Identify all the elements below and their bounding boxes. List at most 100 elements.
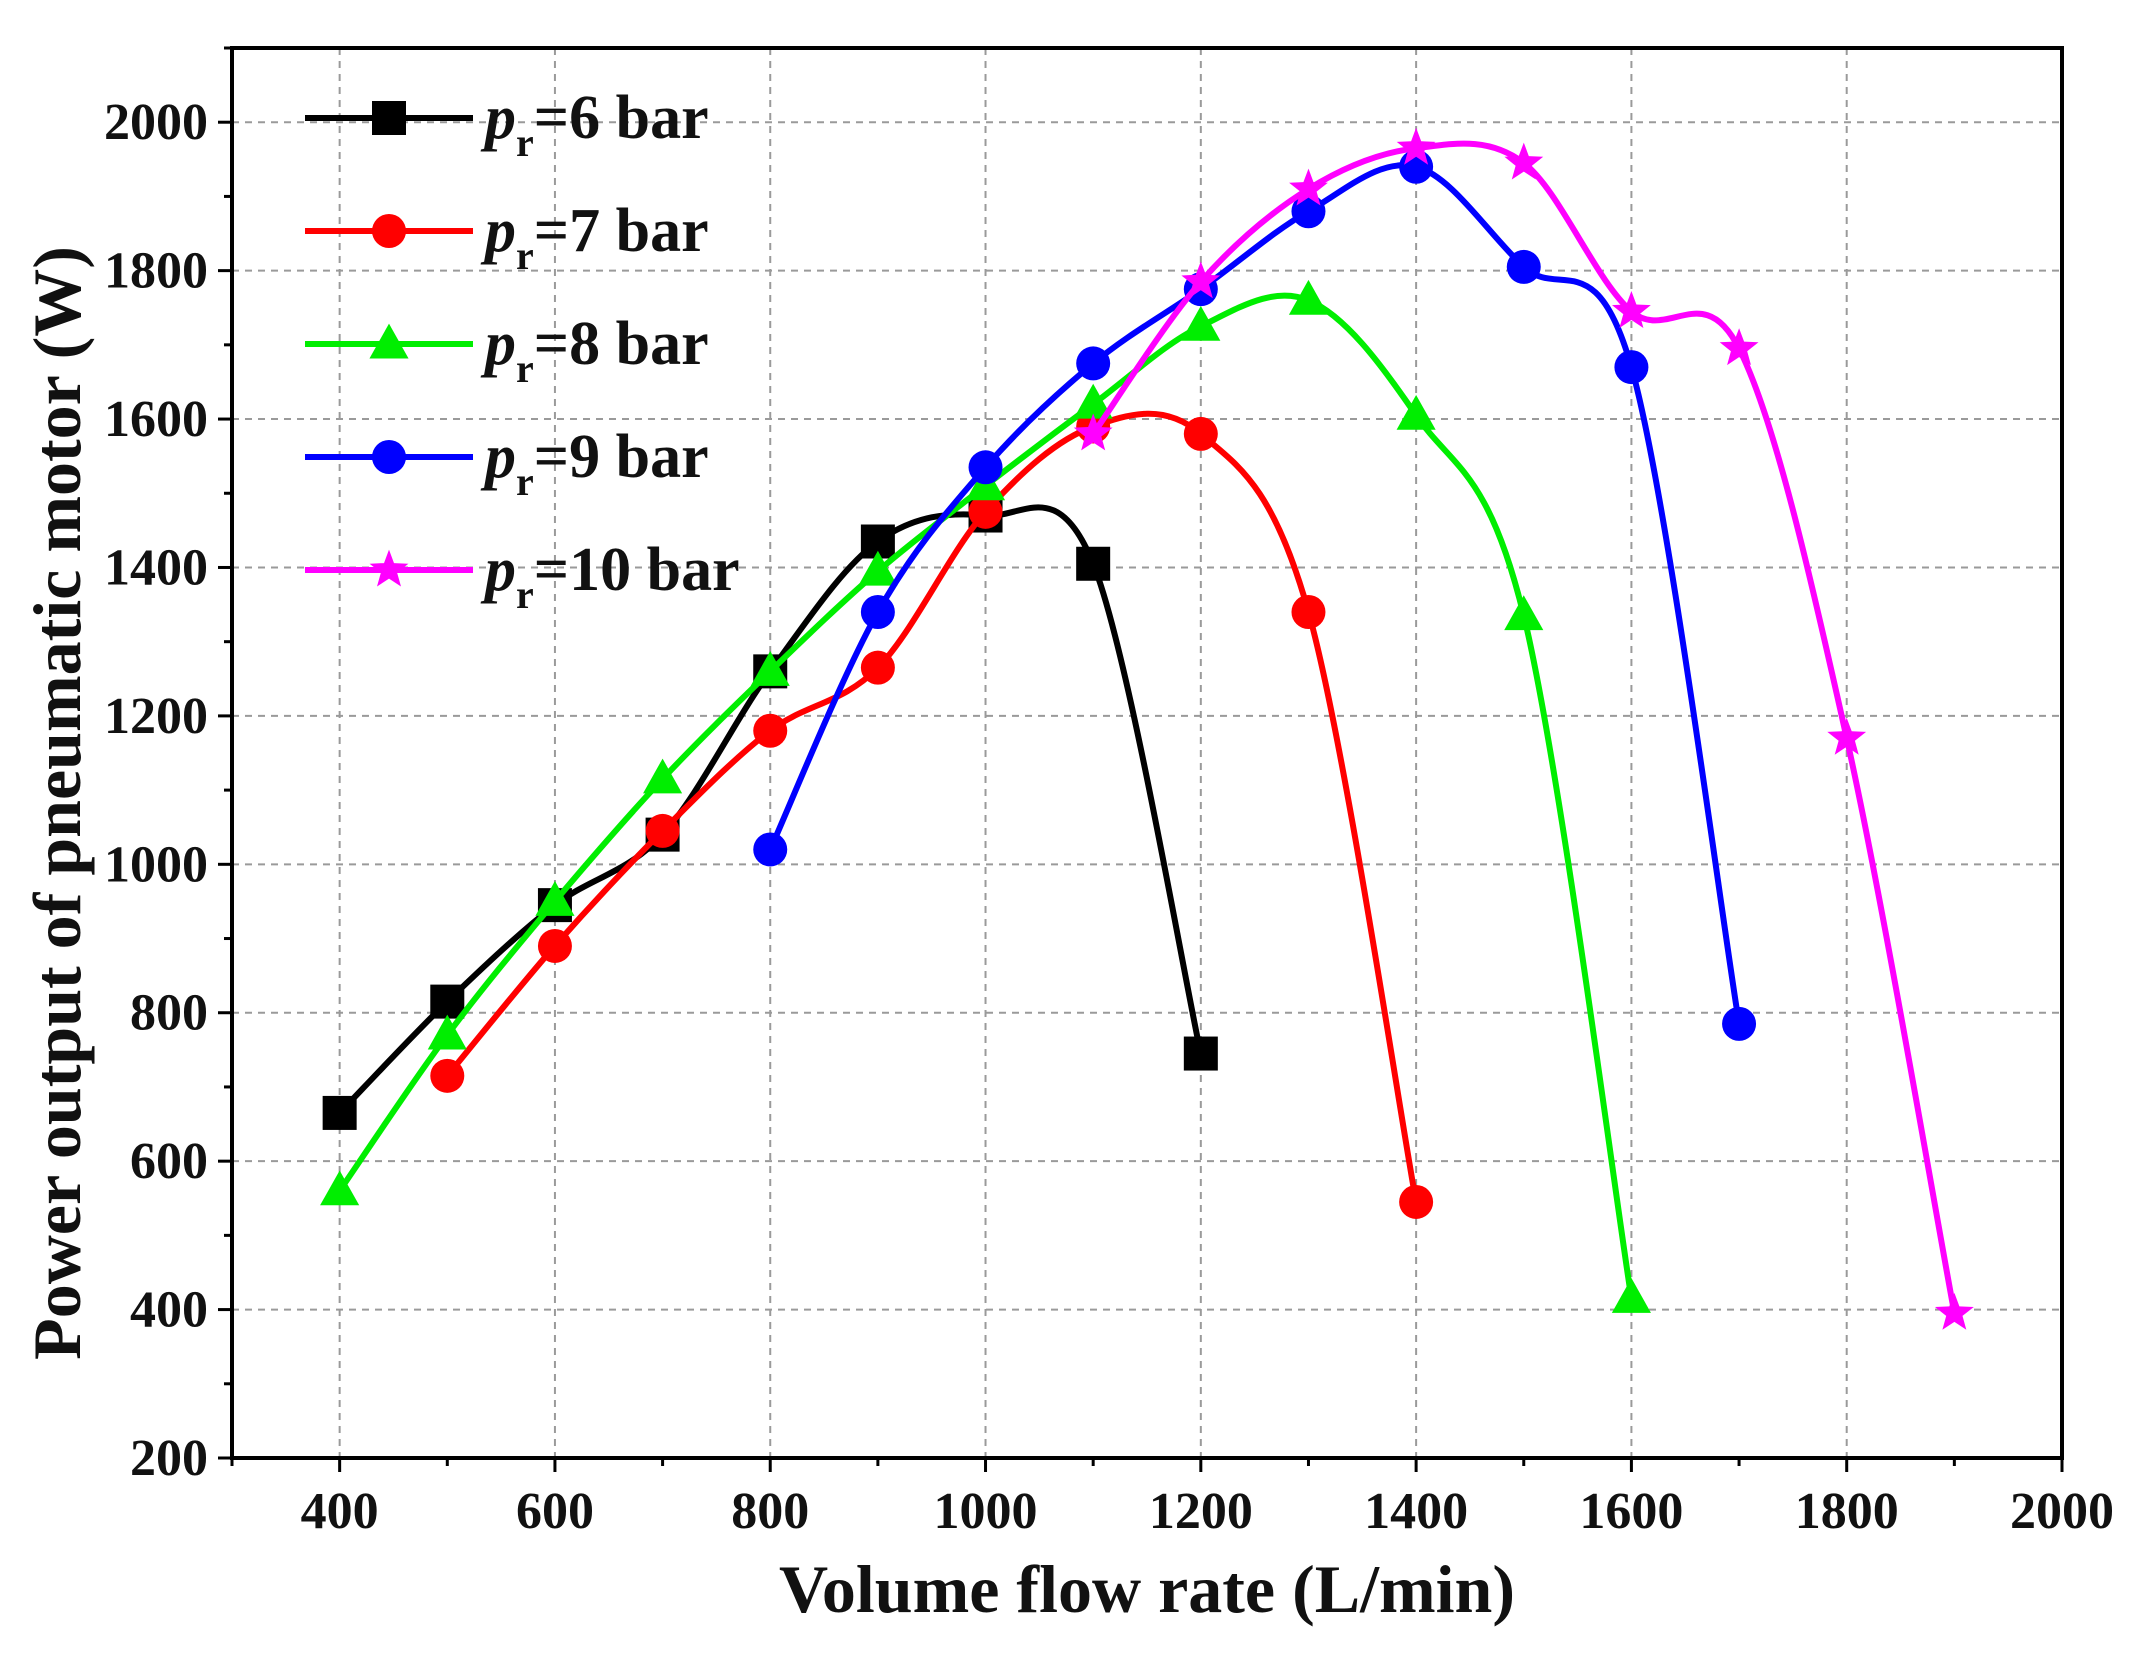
- x-tick-label: 800: [731, 1483, 809, 1540]
- y-tick-label: 1400: [104, 539, 208, 596]
- y-tick-label: 1000: [104, 836, 208, 893]
- series-4: [753, 149, 1757, 1041]
- data-point: [322, 1095, 357, 1130]
- plot-frame: [230, 46, 2064, 1460]
- data-point: [1611, 1278, 1651, 1313]
- legend-symbol: p: [480, 84, 516, 152]
- legend-marker: [369, 323, 409, 359]
- data-point: [1291, 595, 1326, 629]
- legend-label: pr=10 bar: [480, 536, 740, 617]
- series-line: [1090, 140, 1958, 1314]
- data-point: [1076, 346, 1111, 381]
- data-point: [1073, 413, 1113, 451]
- data-point: [750, 650, 790, 686]
- data-point: [1183, 1036, 1218, 1071]
- data-point: [1614, 350, 1649, 385]
- x-tick-label: 400: [301, 1483, 379, 1540]
- y-tick-label: 600: [130, 1133, 208, 1190]
- legend-suffix: =6 bar: [534, 84, 709, 152]
- legend-label: pr=6 bar: [480, 84, 709, 165]
- legend-marker: [369, 549, 409, 587]
- legend-label: pr=7 bar: [480, 197, 709, 278]
- data-point: [1506, 249, 1541, 284]
- data-point: [753, 832, 788, 867]
- legend-suffix: =8 bar: [534, 310, 709, 378]
- legend-label: pr=8 bar: [480, 310, 709, 391]
- data-point: [427, 1014, 467, 1050]
- data-point: [1612, 291, 1651, 328]
- legend-symbol: p: [480, 197, 516, 265]
- data-point: [968, 450, 1003, 485]
- data-point: [858, 550, 898, 586]
- y-tick-label: 800: [130, 985, 208, 1042]
- data-point: [1076, 546, 1111, 581]
- data-point: [430, 1058, 465, 1093]
- legend-item-3: pr=8 bar: [305, 310, 709, 391]
- y-tick-label: 2000: [104, 94, 208, 151]
- legend-suffix: =7 bar: [534, 197, 709, 265]
- data-point: [535, 881, 575, 916]
- x-tick-label: 1800: [1795, 1483, 1899, 1540]
- legend-label: pr=9 bar: [480, 423, 709, 504]
- series-line: [767, 162, 1743, 1025]
- data-point: [1288, 279, 1329, 315]
- legend-suffix: =10 bar: [534, 536, 740, 604]
- x-tick-label: 1400: [1364, 1483, 1468, 1540]
- data-point: [1504, 142, 1544, 180]
- axes: 400 600 800 1000 1200 1400 1600 1800 2000 200 400 6…: [104, 46, 2114, 1540]
- legend-symbol: p: [480, 310, 516, 378]
- data-point: [1396, 394, 1436, 430]
- data-point: [1504, 595, 1544, 631]
- data-point: [968, 494, 1003, 529]
- legend-item-4: pr=9 bar: [305, 423, 709, 504]
- grid: [232, 48, 2062, 1458]
- x-tick-label: 1600: [1579, 1483, 1683, 1540]
- series-5: [1073, 127, 1974, 1330]
- y-tick-label: 1800: [104, 243, 208, 300]
- data-point: [1827, 717, 1867, 755]
- y-tick-label: 400: [130, 1282, 208, 1339]
- data-point: [1399, 1184, 1434, 1219]
- data-point: [430, 984, 465, 1019]
- legend-subscript: r: [516, 459, 534, 504]
- legend-symbol: p: [480, 423, 516, 491]
- y-tick-label: 1600: [104, 391, 208, 448]
- legend-marker: [372, 440, 406, 474]
- x-tick-label: 1200: [1149, 1483, 1253, 1540]
- x-tick-label: 2000: [2010, 1483, 2114, 1540]
- x-axis-title: Volume flow rate (L/min): [779, 1551, 1515, 1627]
- data-point: [1396, 127, 1436, 165]
- y-axis-title: Power output of pneumatic motor (W): [19, 246, 95, 1360]
- legend-symbol: p: [480, 536, 516, 604]
- data-point: [645, 813, 680, 848]
- data-point: [753, 713, 788, 748]
- data-point: [1935, 1292, 1974, 1330]
- data-point: [320, 1170, 360, 1206]
- legend-marker: [372, 101, 406, 135]
- x-tick-label: 600: [516, 1483, 594, 1540]
- y-tick-label: 200: [130, 1430, 208, 1487]
- data-point: [1183, 416, 1218, 451]
- series-line: [337, 504, 1204, 1115]
- data-point: [537, 928, 572, 963]
- legend-item-5: pr=10 bar: [305, 536, 740, 617]
- legend-item-2: pr=7 bar: [305, 197, 709, 278]
- legend-subscript: r: [516, 120, 534, 165]
- data-point: [860, 595, 895, 629]
- legend-subscript: r: [516, 233, 534, 278]
- data-point: [1073, 383, 1113, 419]
- data-point: [860, 650, 895, 685]
- data-point: [643, 758, 683, 794]
- data-point: [1181, 261, 1221, 299]
- legend-item-1: pr=6 bar: [305, 84, 709, 165]
- data-point: [1289, 168, 1328, 206]
- data-point: [1181, 305, 1221, 341]
- legend-marker: [372, 214, 406, 248]
- series-3: [320, 279, 1651, 1313]
- legend-subscript: r: [516, 346, 534, 391]
- data-point: [1719, 328, 1759, 366]
- legend-subscript: r: [516, 572, 534, 617]
